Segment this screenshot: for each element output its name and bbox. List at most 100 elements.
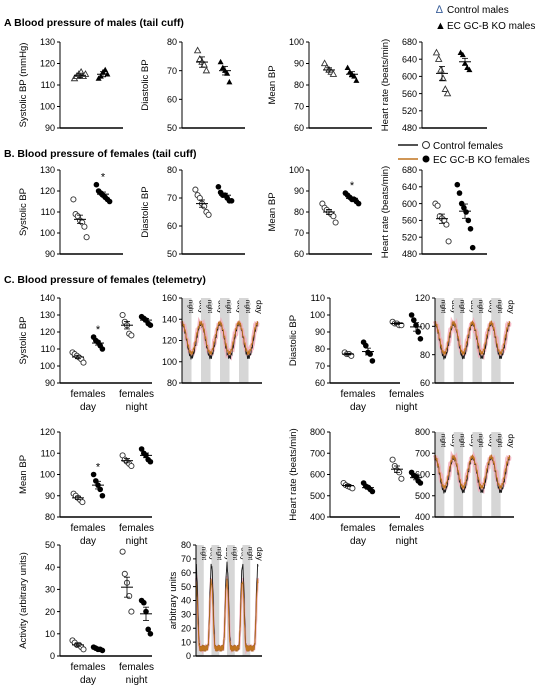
legend-a-control-marker: ∆ xyxy=(436,4,443,16)
category-label: females xyxy=(340,389,375,400)
data-point xyxy=(226,78,233,85)
y-axis-label: Activity (arbitrary units) xyxy=(18,552,29,649)
category-label: day xyxy=(80,402,96,413)
y-tick-label: 130 xyxy=(40,37,55,47)
y-tick-label: 100 xyxy=(289,165,304,175)
data-point xyxy=(389,456,396,463)
data-point xyxy=(432,48,441,56)
y-tick-label: 80 xyxy=(167,37,177,47)
y-tick-label: 120 xyxy=(162,336,177,346)
y-tick-label: 60 xyxy=(167,221,177,231)
data-point xyxy=(434,55,443,62)
y-tick-label: 80 xyxy=(294,80,304,90)
y-tick-label: 100 xyxy=(310,310,325,320)
y-axis-label: Mean BP xyxy=(18,455,29,494)
y-axis-label: Mean BP xyxy=(267,192,278,231)
y-tick-label: 640 xyxy=(402,182,417,192)
y-tick-label: 90 xyxy=(294,186,304,196)
phase-label: day xyxy=(254,300,264,314)
y-tick-label: 50 xyxy=(167,123,177,133)
y-tick-label: 100 xyxy=(40,470,55,480)
phase-label: night xyxy=(440,434,446,447)
phase-label: night xyxy=(225,300,231,313)
y-tick-label: 90 xyxy=(315,327,325,337)
data-point xyxy=(443,221,450,228)
y-tick-label: 160 xyxy=(162,293,177,303)
data-point xyxy=(332,219,339,226)
category-label: females xyxy=(70,389,105,400)
data-point xyxy=(215,184,222,190)
phase-label: night xyxy=(440,300,446,313)
panel-a4: 480 520 560 600 640 680 Heart rate (beats/min) xyxy=(380,37,487,133)
panel-c1t: nightdaynightdaynightdaynightday80100120… xyxy=(162,293,264,388)
phase-label: night xyxy=(458,434,464,447)
panel-c5t: nightdaynightdaynightdaynightday01020304… xyxy=(168,540,265,661)
y-tick-label: 60 xyxy=(294,249,304,259)
ko-trace xyxy=(195,578,259,652)
category-label: females xyxy=(340,523,375,534)
data-point xyxy=(417,336,424,342)
category-label: night xyxy=(126,675,148,686)
category-label: females xyxy=(389,389,424,400)
panel-c4t: nightdaynightdaynightdaynightday40050060… xyxy=(415,427,516,522)
panel-c5: 0 10 20 30 40 50 Activity (arbitrary units) fem… xyxy=(18,540,154,686)
category-label: day xyxy=(350,402,366,413)
data-point xyxy=(80,359,87,366)
y-tick-label: 700 xyxy=(415,448,430,458)
y-axis-label: Heart rate (beats/min) xyxy=(288,428,299,520)
y-tick-label: 80 xyxy=(167,165,177,175)
panel-a1: 90 100 110 120 130 Systolic BP (mmHg) xyxy=(18,37,123,133)
category-label: females xyxy=(70,523,105,534)
legend-a-ko-label: EC GC-B KO males xyxy=(447,21,535,32)
night-shade xyxy=(196,545,204,656)
data-point xyxy=(434,202,441,209)
y-tick-label: 800 xyxy=(310,427,325,437)
y-tick-label: 100 xyxy=(415,322,430,332)
data-point xyxy=(466,66,473,73)
category-label: females xyxy=(389,523,424,534)
phase-label: day xyxy=(506,434,516,448)
y-tick-label: 30 xyxy=(181,610,191,620)
data-point xyxy=(102,66,109,73)
data-point xyxy=(97,486,103,493)
data-point xyxy=(147,322,154,329)
data-point xyxy=(353,77,360,83)
data-point xyxy=(128,332,135,339)
y-tick-label: 30 xyxy=(45,585,55,595)
y-tick-label: 400 xyxy=(415,512,430,522)
y-axis-label: Heart rate (beats/min) xyxy=(380,39,391,131)
y-tick-label: 80 xyxy=(294,207,304,217)
data-point xyxy=(355,200,362,207)
y-tick-label: 90 xyxy=(45,249,55,259)
y-tick-label: 90 xyxy=(294,59,304,69)
data-point xyxy=(417,480,424,486)
data-point xyxy=(93,478,99,484)
data-point xyxy=(205,211,212,218)
data-point xyxy=(459,51,466,58)
panel-c4: 400 500 600 700 800 Heart rate (beats/min) fem… xyxy=(288,427,424,547)
y-axis-label: Diastolic BP xyxy=(140,186,151,237)
data-point xyxy=(320,59,329,67)
data-point xyxy=(344,64,351,70)
phase-label: night xyxy=(187,300,193,313)
data-point xyxy=(330,213,337,220)
data-point xyxy=(456,190,463,196)
data-point xyxy=(70,196,77,203)
y-tick-label: 140 xyxy=(162,314,177,324)
phase-label: night xyxy=(231,547,237,560)
section-b-title: B. Blood pressure of females (tail cuff) xyxy=(4,148,197,160)
y-tick-label: 110 xyxy=(41,448,55,458)
panel-b3: 60 70 80 90 100 Mean BP * xyxy=(267,165,372,259)
ko-trace xyxy=(181,320,259,356)
category-label: day xyxy=(80,675,96,686)
data-point xyxy=(202,66,211,74)
y-axis-label: arbitrary units xyxy=(168,571,179,629)
category-label: day xyxy=(80,536,96,547)
data-point xyxy=(363,342,369,349)
category-label: night xyxy=(126,536,148,547)
significance-star: * xyxy=(96,324,101,336)
data-point xyxy=(411,317,417,323)
y-tick-label: 600 xyxy=(310,470,325,480)
data-point xyxy=(441,85,450,92)
y-tick-label: 100 xyxy=(40,102,55,112)
